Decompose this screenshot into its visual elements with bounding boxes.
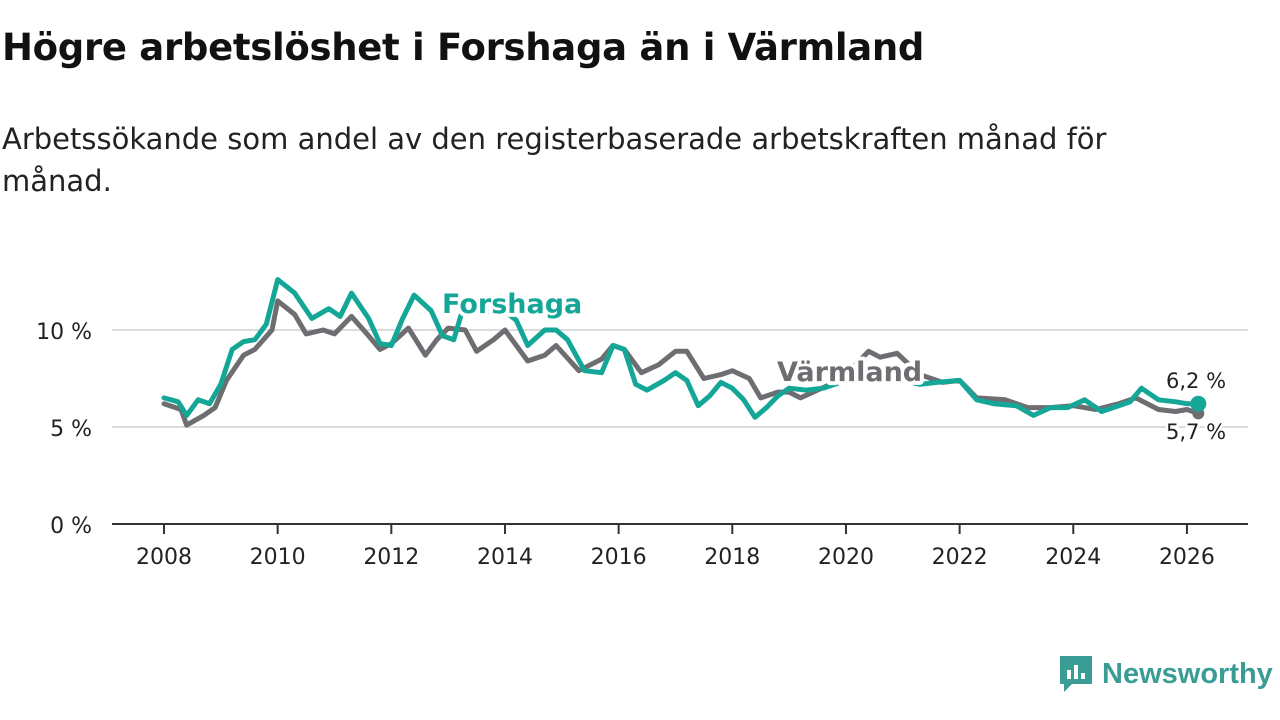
end-point-forshaga [1190,395,1207,412]
x-tick-label: 2020 [818,545,874,570]
series-line-forshaga [161,277,1201,420]
series-line-värmland [161,298,1201,428]
x-tick-label: 2012 [363,545,419,570]
series-label-varmland: Värmland [777,357,922,388]
x-tick-label: 2008 [136,545,192,570]
chart-subtitle: Arbetssökande som andel av den registerb… [2,122,1107,198]
x-tick-label: 2016 [591,545,647,570]
newsworthy-logo-text: Newsworthy [1102,657,1273,690]
x-tick-label: 2018 [704,545,760,570]
y-tick-label: 5 % [50,417,92,442]
x-tick-label: 2026 [1159,545,1215,570]
x-tick-label: 2010 [250,545,306,570]
series-label-forshaga: Forshaga [442,289,582,320]
x-tick-label: 2022 [932,545,988,570]
end-label-forshaga: 6,2 % [1166,369,1226,393]
newsworthy-logo: Newsworthy [1058,654,1273,694]
newsworthy-logo-icon [1060,656,1092,692]
y-tick-label: 0 % [50,514,92,539]
chart-title: Högre arbetslöshet i Forshaga än i Värml… [2,26,925,69]
y-tick-label: 10 % [36,320,92,345]
x-tick-label: 2024 [1045,545,1101,570]
end-label-varmland: 5,7 % [1166,420,1226,444]
x-tick-label: 2014 [477,545,533,570]
